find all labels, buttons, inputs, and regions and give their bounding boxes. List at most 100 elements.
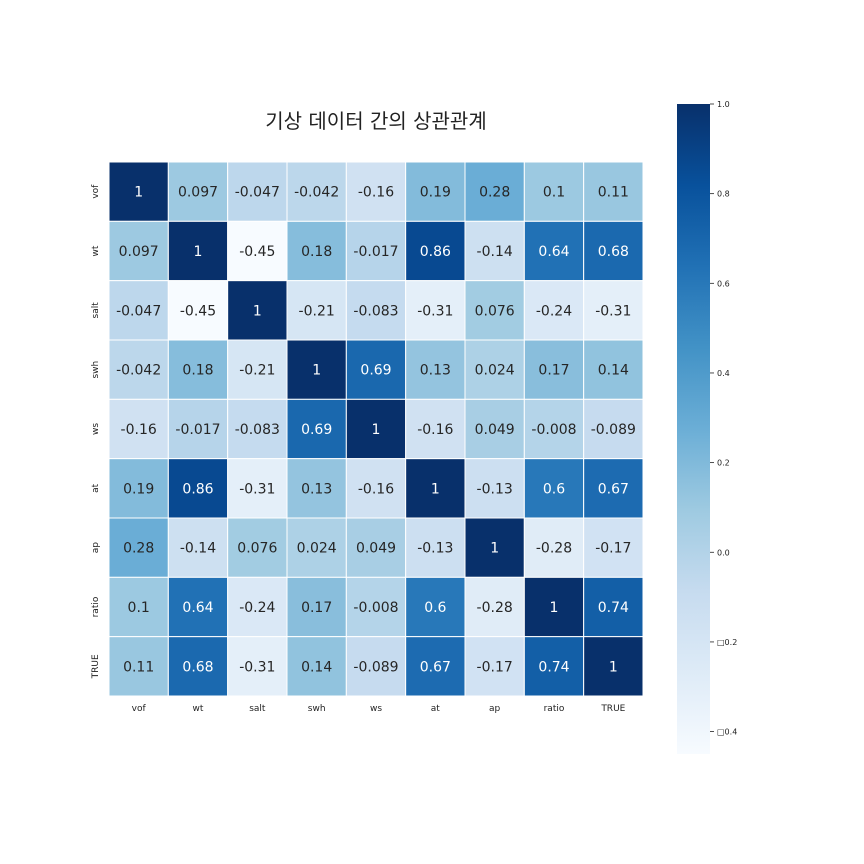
heatmap-cell [108,636,169,697]
x-tick-label: ap [489,704,501,714]
heatmap-cell-label: -0.089 [353,659,398,675]
heatmap-cell [345,576,407,638]
heatmap-cell-label: 1 [609,659,618,675]
heatmap-cell [464,576,525,638]
heatmap-cell [227,636,288,697]
heatmap-cell [405,576,466,638]
heatmap-cell-label: 0.69 [301,422,332,438]
heatmap-cell-label: -0.042 [116,363,161,379]
colorbar [677,104,710,754]
x-tick-label: vof [132,704,147,714]
heatmap-cell [108,339,169,400]
heatmap-cell [583,576,644,638]
heatmap-cell-label: 1 [312,363,321,379]
heatmap-cell-label: -0.16 [358,481,394,497]
heatmap-cell-label: 1 [490,541,499,557]
heatmap-cell-label: 0.68 [598,244,629,260]
colorbar-tick-label: 0.8 [717,190,730,199]
heatmap-cell-label: -0.008 [531,422,576,438]
heatmap-cell [227,220,288,282]
heatmap-cell-label: 0.64 [182,600,213,616]
heatmap-cell-label: -0.13 [417,541,453,557]
y-tick-label: ws [91,423,101,435]
heatmap-cell-label: 1 [550,600,559,616]
heatmap-cell-label: -0.21 [299,303,335,319]
heatmap-cell [583,339,644,400]
heatmap-cell-label: -0.008 [353,600,398,616]
colorbar-tick-label: 0.4 [717,369,730,378]
heatmap-cell [405,398,466,460]
y-tick-label: ap [91,542,101,554]
heatmap-cell [464,398,525,460]
heatmap-cell [108,280,169,341]
y-tick-label: wt [91,245,101,256]
heatmap-cell-label: -0.31 [595,303,631,319]
heatmap-cell-label: -0.21 [239,363,275,379]
heatmap-cell-label: 0.024 [475,363,515,379]
heatmap-cell-label: -0.17 [595,541,631,557]
colorbar-tick-label: □0.2 [717,638,737,647]
heatmap-cell-label: 0.19 [123,481,154,497]
x-tick-label: swh [308,704,326,714]
colorbar-tick-label: 0.6 [717,279,730,288]
heatmap-cell-label: -0.24 [239,600,275,616]
y-tick-label: at [91,483,101,493]
heatmap-cell-label: 0.097 [178,185,218,201]
heatmap-cell-label: -0.16 [417,422,453,438]
heatmap-cell-label: 0.076 [237,541,277,557]
heatmap-cell-label: 0.11 [598,185,629,201]
heatmap-cell [167,161,229,222]
heatmap-cell [345,636,407,697]
heatmap-cell-label: 0.28 [479,185,510,201]
heatmap-cell-label: 0.67 [420,659,451,675]
heatmap-cell [286,458,347,519]
heatmap-cell-label: -0.28 [477,600,513,616]
heatmap-cell-label: -0.16 [358,185,394,201]
heatmap-cell-label: 1 [253,303,262,319]
heatmap-cell-label: 1 [134,185,143,201]
heatmap-cell-label: 0.86 [182,481,213,497]
y-tick-label: vof [91,184,101,199]
heatmap-cell-label: -0.13 [477,481,513,497]
heatmap-cell [108,458,169,519]
x-tick-label: at [431,704,441,714]
x-tick-label: TRUE [600,704,625,714]
heatmap-cell [523,220,585,282]
heatmap-cell [167,458,229,519]
colorbar-ticks: 1.0 0.8 0.6 0.4 0.2 0.0 □0.2 □0.4 [710,100,737,737]
heatmap-cell [227,280,288,341]
heatmap-cell [108,220,169,282]
heatmap-cell-label: 0.6 [543,481,565,497]
heatmap-cell [345,220,407,282]
y-tick-label: salt [91,302,101,319]
heatmap-cell-label: -0.45 [239,244,275,260]
heatmap-cell-labels: 1 0.097 -0.047 -0.042 -0.16 0.19 0.28 0.1 0.110.… [116,185,636,676]
heatmap-cell [286,398,347,460]
heatmap-cell [405,161,466,222]
heatmap-cell-label: 1 [194,244,203,260]
heatmap-cell [108,576,169,638]
heatmap-cell [167,280,229,341]
heatmap-cells [108,161,644,697]
heatmap-cell-label: -0.083 [353,303,398,319]
y-tick-label: ratio [91,596,101,617]
heatmap-cell-label: 0.049 [475,422,515,438]
heatmap-cell-label: -0.31 [239,481,275,497]
heatmap-cell-label: -0.089 [591,422,636,438]
colorbar-tick-label: 0.2 [717,459,730,468]
heatmap-cell [345,458,407,519]
heatmap-cell-label: -0.45 [180,303,216,319]
colorbar-tick-label: 0.0 [717,548,730,557]
heatmap-cell [108,161,169,222]
heatmap-cell [583,636,644,697]
heatmap-cell [345,280,407,341]
heatmap-cell-label: 0.13 [301,481,332,497]
heatmap-cell-label: 0.1 [543,185,565,201]
heatmap-cell [583,458,644,519]
heatmap-cell [523,458,585,519]
heatmap-cell [583,220,644,282]
heatmap-cell-label: 0.67 [598,481,629,497]
heatmap-cell-label: 0.64 [538,244,569,260]
heatmap-cell-label: 1 [372,422,381,438]
heatmap-cell-label: 0.74 [538,659,569,675]
